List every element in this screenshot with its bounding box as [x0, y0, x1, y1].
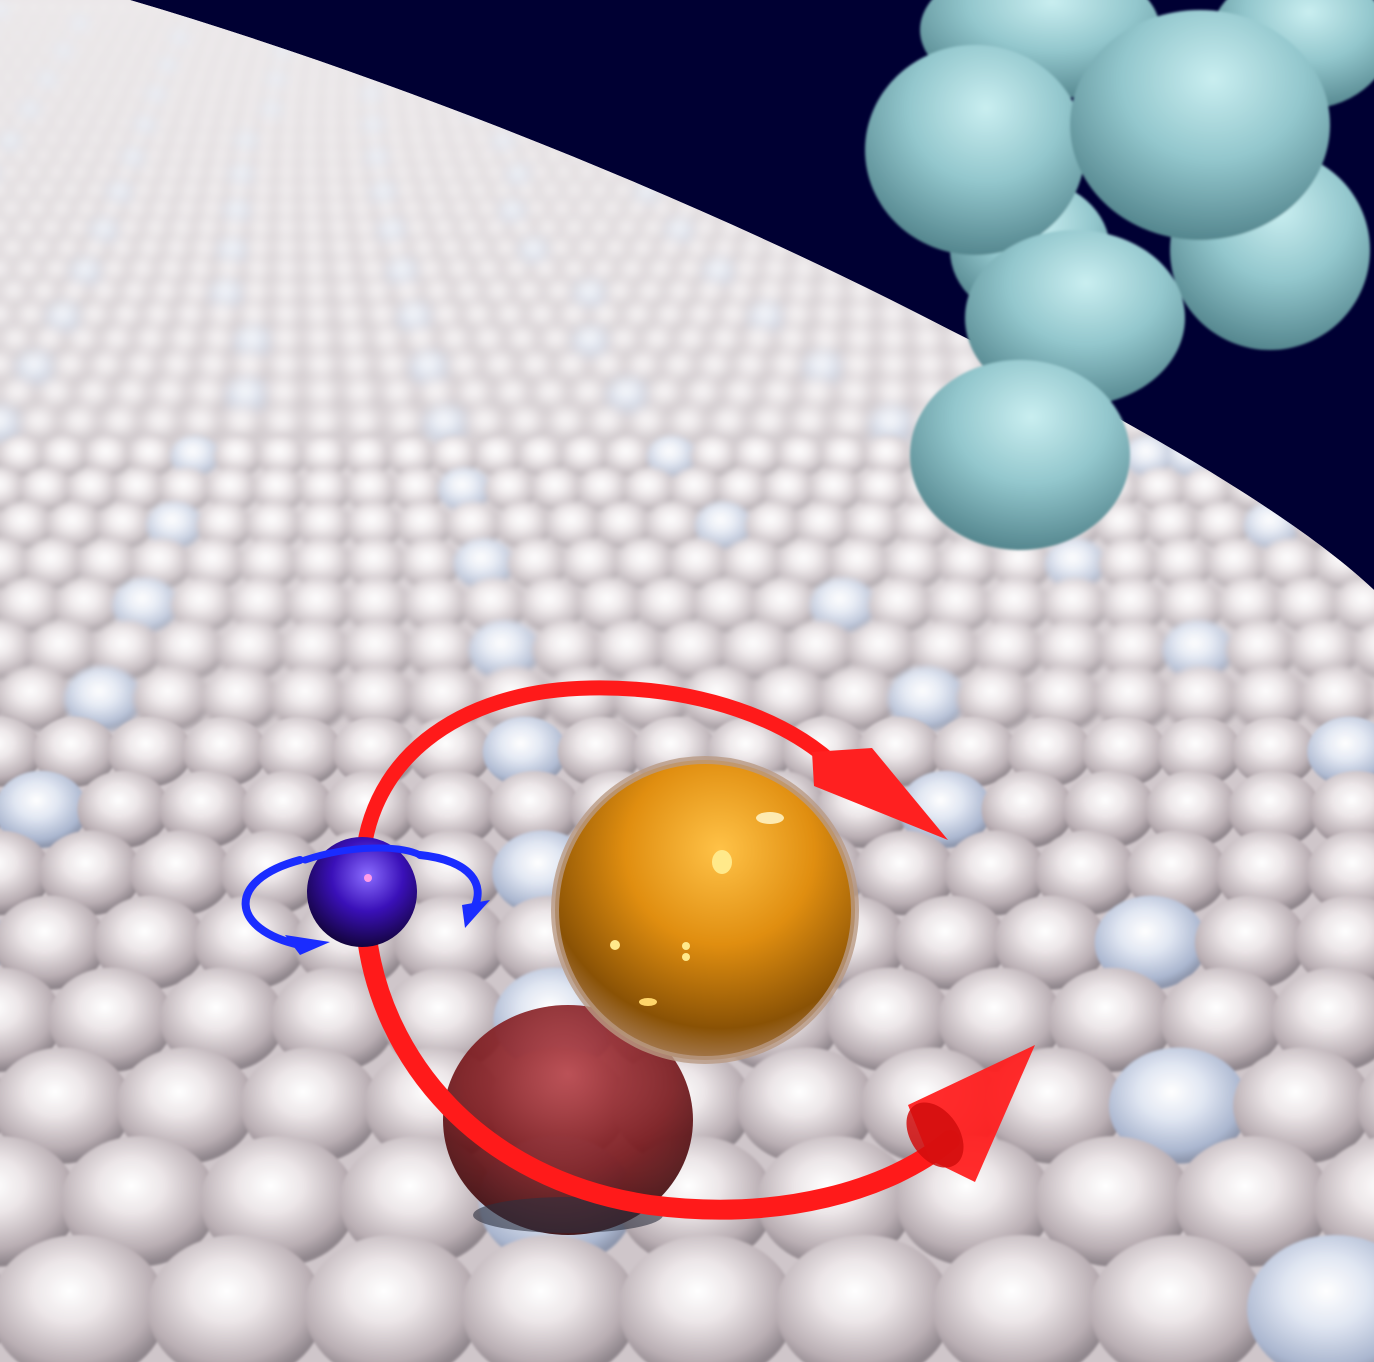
blue-spin-arrow-icon [241, 851, 490, 955]
cyan-atom-cluster [865, 0, 1374, 550]
curved-red-arrow-bottom-icon [356, 920, 1035, 1220]
blue-atom [307, 837, 417, 947]
blue-spin-arrow-front [301, 844, 424, 864]
curved-red-arrow-top-icon [354, 680, 948, 888]
gold-sphere [551, 756, 859, 1064]
